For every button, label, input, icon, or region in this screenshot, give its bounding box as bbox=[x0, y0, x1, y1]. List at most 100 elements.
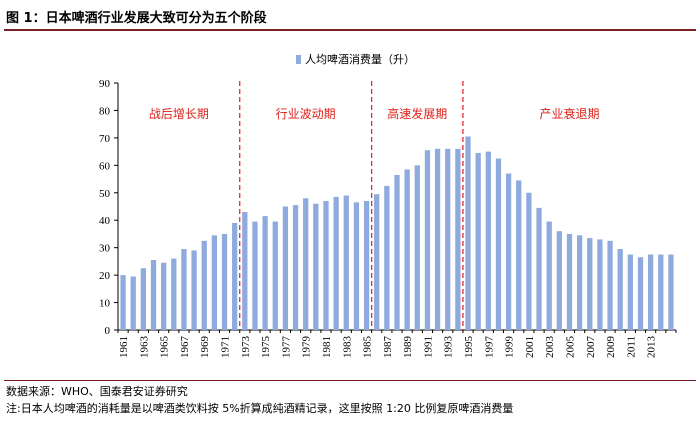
bar-2005 bbox=[566, 233, 573, 330]
bar-1984 bbox=[353, 202, 360, 330]
y-tick-label: 30 bbox=[99, 243, 111, 255]
x-tick-label: 2007 bbox=[585, 336, 597, 359]
bar-2015 bbox=[668, 254, 674, 330]
chart-svg: 战后增长期 行业波动期 高速发展期 产业衰退期 1961 1963 1965 1967 196… bbox=[99, 52, 677, 359]
bar-2007 bbox=[587, 238, 593, 330]
bar-1999 bbox=[505, 173, 512, 330]
x-tick-label: 1965 bbox=[159, 336, 171, 359]
bar-1967 bbox=[181, 249, 187, 330]
x-tick-label: 1979 bbox=[301, 336, 313, 359]
x-tick-label: 1975 bbox=[260, 336, 272, 359]
x-tick-label: 2009 bbox=[605, 336, 617, 359]
phase-label-2: 行业波动期 bbox=[276, 107, 336, 121]
bottom-rule bbox=[4, 380, 696, 381]
bar-1968 bbox=[191, 250, 197, 330]
x-tick-label: 1987 bbox=[382, 336, 394, 359]
bar-1985 bbox=[363, 201, 370, 330]
x-tick-label: 1983 bbox=[341, 336, 353, 359]
bar-1976 bbox=[272, 221, 278, 330]
bar-2013 bbox=[647, 254, 654, 330]
y-tick-label: 70 bbox=[99, 133, 111, 145]
bar-1966 bbox=[171, 258, 177, 330]
bar-1981 bbox=[323, 201, 329, 330]
x-tick-label: 1961 bbox=[118, 336, 130, 358]
bar-1992 bbox=[434, 148, 441, 330]
bar-1996 bbox=[475, 152, 481, 330]
phase-label-4: 产业衰退期 bbox=[539, 106, 599, 121]
bar-1983 bbox=[343, 195, 349, 330]
bar-1991 bbox=[424, 150, 431, 330]
bar-2003 bbox=[546, 221, 552, 330]
bar-1978 bbox=[292, 205, 299, 330]
x-tick-labels: 1961 1963 1965 1967 1969 1971 1973 1975 1977 1979… bbox=[117, 330, 677, 359]
top-rule bbox=[4, 29, 696, 31]
bar-1963 bbox=[140, 268, 147, 330]
y-tick-labels: 0 10 20 30 40 50 60 70 80 90 bbox=[99, 78, 118, 337]
bar-1972 bbox=[232, 222, 238, 330]
legend-label: 人均啤酒消费量（升） bbox=[305, 52, 415, 66]
bar-1993 bbox=[445, 148, 451, 330]
x-tick-label: 2005 bbox=[564, 336, 576, 359]
source-text: 数据来源：WHO、国泰君安证券研究 bbox=[6, 385, 188, 398]
bar-1974 bbox=[252, 221, 258, 330]
bar-1969 bbox=[201, 240, 207, 330]
figure-title: 图 1：日本啤酒行业发展大致可分为五个阶段 bbox=[6, 11, 267, 26]
bar-1975 bbox=[262, 216, 268, 330]
x-tick-label: 1989 bbox=[402, 336, 414, 359]
phase-dividers bbox=[239, 81, 464, 330]
x-tick-label: 1993 bbox=[443, 336, 455, 359]
y-tick-label: 40 bbox=[99, 215, 111, 227]
bar-1964 bbox=[150, 260, 157, 330]
bar-2004 bbox=[556, 231, 562, 330]
note-text: 注:日本人均啤酒的消耗量是以啤酒类饮料按 5%折算成纯酒精记录，这里按照 1:2… bbox=[6, 402, 514, 415]
y-tick-label: 50 bbox=[99, 188, 111, 200]
x-tick-label: 1985 bbox=[362, 336, 374, 359]
bar-1979 bbox=[303, 198, 309, 330]
bar-1987 bbox=[384, 185, 390, 330]
bar-2008 bbox=[597, 239, 603, 330]
bar-1962 bbox=[130, 276, 136, 330]
bar-2012 bbox=[637, 257, 644, 330]
y-tick-label: 80 bbox=[99, 105, 111, 117]
bar-1980 bbox=[313, 203, 319, 330]
bar-1997 bbox=[485, 151, 491, 330]
x-tick-label: 1999 bbox=[504, 336, 516, 359]
y-tick-label: 10 bbox=[99, 298, 111, 310]
bar-2002 bbox=[536, 207, 542, 330]
figure-notes: 数据来源：WHO、国泰君安证券研究 注:日本人均啤酒的消耗量是以啤酒类饮料按 5… bbox=[6, 383, 513, 417]
x-tick-label: 1969 bbox=[199, 336, 211, 359]
bar-1971 bbox=[221, 233, 228, 330]
x-tick-label: 1973 bbox=[240, 336, 252, 359]
x-tick-label: 2013 bbox=[646, 336, 658, 359]
y-tick-label: 20 bbox=[99, 270, 111, 282]
x-tick-label: 2001 bbox=[524, 336, 536, 358]
bar-1982 bbox=[333, 196, 339, 330]
x-tick-label: 1967 bbox=[179, 336, 191, 359]
bar-1977 bbox=[282, 206, 289, 330]
x-tick-label: 2011 bbox=[625, 336, 637, 358]
bar-1970 bbox=[211, 235, 218, 330]
x-tick-label: 1963 bbox=[138, 336, 150, 359]
phase-label-3: 高速发展期 bbox=[387, 106, 447, 121]
bar-2006 bbox=[576, 235, 583, 330]
bar-1995 bbox=[465, 136, 471, 330]
x-tick-label: 1971 bbox=[220, 336, 232, 358]
y-tick-label: 90 bbox=[99, 78, 111, 90]
x-tick-label: 1997 bbox=[483, 336, 495, 359]
bar-2009 bbox=[607, 240, 613, 330]
x-tick-label: 2003 bbox=[544, 336, 556, 359]
chart-bars bbox=[120, 136, 674, 330]
bar-1990 bbox=[414, 165, 420, 330]
bar-1986 bbox=[374, 194, 380, 330]
y-tick-label: 60 bbox=[99, 160, 111, 172]
legend-swatch bbox=[296, 55, 301, 64]
x-tick-label: 1995 bbox=[463, 336, 475, 359]
bar-1961 bbox=[120, 275, 126, 330]
y-tick-label: 0 bbox=[105, 325, 111, 337]
x-tick-label: 1981 bbox=[321, 336, 333, 358]
bar-1994 bbox=[455, 148, 461, 330]
bar-2000 bbox=[516, 180, 522, 330]
phase-label-1: 战后增长期 bbox=[149, 107, 209, 121]
bar-1988 bbox=[394, 174, 400, 330]
bar-2010 bbox=[617, 249, 623, 330]
